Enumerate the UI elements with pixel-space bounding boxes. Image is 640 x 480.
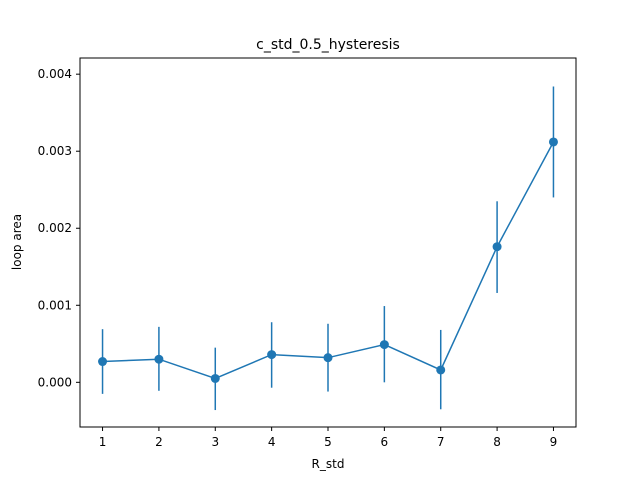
x-tick-label: 8 bbox=[493, 435, 501, 449]
x-tick-label: 5 bbox=[324, 435, 332, 449]
chart-title: c_std_0.5_hysteresis bbox=[256, 37, 400, 53]
x-axis-label: R_std bbox=[312, 457, 345, 471]
data-point bbox=[267, 350, 277, 360]
plot-area bbox=[98, 86, 558, 411]
x-tick-label: 6 bbox=[381, 435, 389, 449]
y-axis-label: loop area bbox=[10, 214, 24, 270]
x-tick-label: 4 bbox=[268, 435, 276, 449]
y-axis: 0.000 0.001 0.002 0.003 0.004 bbox=[38, 67, 80, 389]
data-point bbox=[379, 340, 389, 350]
data-point bbox=[436, 365, 446, 375]
y-tick-label: 0.003 bbox=[38, 144, 72, 158]
x-tick-label: 9 bbox=[550, 435, 558, 449]
data-point bbox=[323, 353, 333, 363]
x-tick-label: 3 bbox=[211, 435, 219, 449]
x-tick-label: 7 bbox=[437, 435, 445, 449]
x-tick-label: 1 bbox=[99, 435, 107, 449]
y-tick-label: 0.001 bbox=[38, 298, 72, 312]
x-axis: 1 2 3 4 5 6 7 8 9 bbox=[99, 427, 558, 449]
data-point bbox=[154, 354, 164, 364]
data-point bbox=[98, 357, 108, 367]
y-tick-label: 0.000 bbox=[38, 375, 72, 389]
data-point bbox=[548, 137, 558, 147]
data-point bbox=[210, 373, 220, 383]
x-tick-label: 2 bbox=[155, 435, 163, 449]
y-tick-label: 0.004 bbox=[38, 67, 72, 81]
data-point bbox=[492, 242, 502, 252]
y-tick-label: 0.002 bbox=[38, 221, 72, 235]
